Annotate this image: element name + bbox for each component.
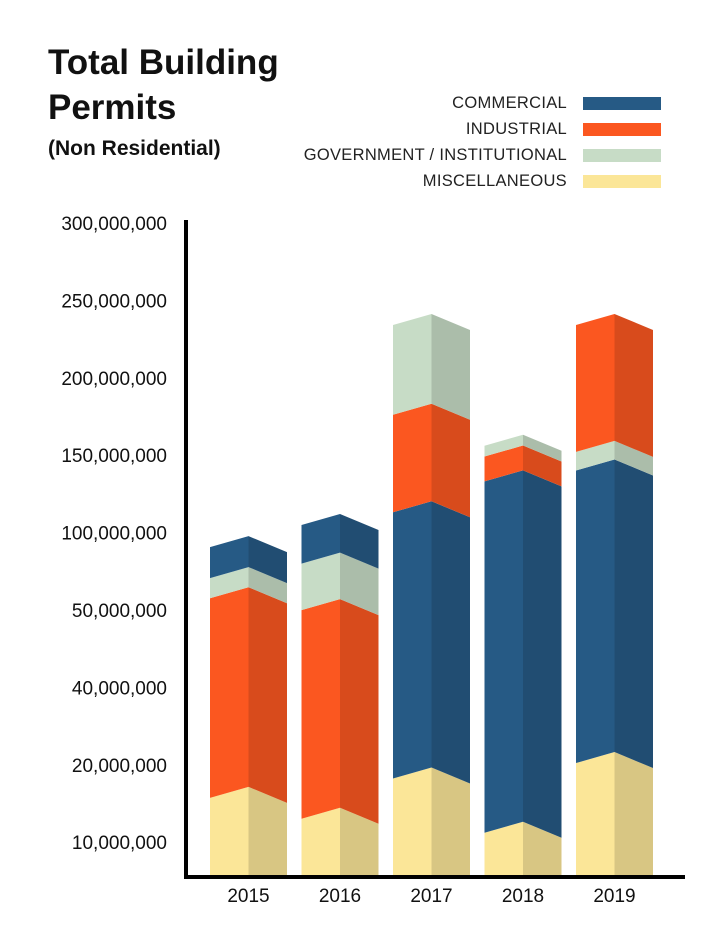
bar-segment-2018-miscellaneous-left: [484, 821, 523, 878]
legend-swatch: [583, 122, 661, 136]
x-tick-label-2019: 2019: [593, 886, 635, 907]
y-tick-label: 40,000,000: [72, 678, 167, 699]
legend-item-commercial: COMMERCIAL: [304, 90, 661, 116]
bar-segment-2016-miscellaneous-right: [340, 807, 379, 878]
legend-swatch: [583, 148, 661, 162]
bar-segment-2015-government-institutional-left: [210, 567, 249, 599]
bar-segment-2017-industrial-left: [393, 403, 432, 513]
y-tick-label: 10,000,000: [72, 833, 167, 854]
bar-segment-2017-commercial-right: [431, 501, 470, 784]
chart-subtitle: (Non Residential): [48, 137, 221, 160]
bar-segment-2018-commercial-right: [523, 470, 562, 838]
bar-segment-2019-industrial-left: [576, 313, 615, 452]
bar-segment-2017-commercial-left: [393, 501, 432, 779]
bar-segment-2019-industrial-right: [614, 313, 653, 457]
bar-segment-2015-industrial-left: [210, 587, 249, 798]
y-tick-label: 250,000,000: [61, 291, 167, 312]
bars-group: [210, 313, 653, 878]
y-tick-label: 300,000,000: [61, 214, 167, 235]
bar-segment-2017-industrial-right: [431, 403, 470, 518]
x-axis-ticks: 2015 2016 2017 2018 2019: [227, 886, 635, 907]
bar-segment-2019-government-institutional-left: [576, 440, 615, 471]
bar-segment-2018-miscellaneous-right: [523, 821, 562, 878]
y-tick-label: 150,000,000: [61, 446, 167, 467]
bar-segment-2016-industrial-left: [301, 599, 340, 819]
bar-segment-2019-government-institutional-right: [614, 440, 653, 476]
bar-segment-2019-miscellaneous-right: [614, 752, 653, 878]
y-tick-label: 100,000,000: [61, 524, 167, 545]
x-tick-label-2015: 2015: [227, 886, 269, 907]
bar-segment-2018-industrial-right: [523, 445, 562, 487]
legend-swatch: [583, 96, 661, 110]
legend-swatch: [583, 174, 661, 188]
bar-segment-2015-commercial-left: [210, 536, 249, 579]
legend-item-miscellaneous: MISCELLANEOUS: [304, 168, 661, 194]
legend-label: GOVERNMENT / INSTITUTIONAL: [303, 145, 567, 164]
bar-segment-2015-government-institutional-right: [248, 567, 287, 604]
y-tick-label: 50,000,000: [72, 601, 167, 622]
bar-segment-2016-miscellaneous-left: [301, 807, 340, 878]
bar-segment-2017-government-institutional-right: [431, 313, 470, 420]
legend-label: INDUSTRIAL: [465, 119, 567, 138]
y-tick-label: 200,000,000: [61, 369, 167, 390]
bar-segment-2015-industrial-right: [248, 587, 287, 803]
bar-segment-2015-commercial-right: [248, 536, 287, 584]
x-tick-label-2016: 2016: [319, 886, 361, 907]
bar-segment-2016-industrial-right: [340, 599, 379, 824]
legend-label: MISCELLANEOUS: [422, 171, 567, 190]
y-tick-label: 20,000,000: [72, 756, 167, 777]
x-tick-label-2018: 2018: [502, 886, 544, 907]
bar-segment-2017-miscellaneous-right: [431, 767, 470, 878]
legend-item-government-institutional: GOVERNMENT / INSTITUTIONAL: [304, 142, 661, 168]
bar-segment-2015-miscellaneous-right: [248, 786, 287, 878]
legend-item-industrial: INDUSTRIAL: [304, 116, 661, 142]
bar-segment-2017-government-institutional-left: [393, 313, 432, 415]
bar-segment-2018-commercial-left: [484, 470, 523, 833]
legend-label: COMMERCIAL: [452, 93, 567, 112]
bar-segment-2016-government-institutional-left: [301, 552, 340, 611]
bar-segment-2018-industrial-left: [484, 445, 523, 482]
bar-segment-2016-commercial-left: [301, 513, 340, 564]
bar-segment-2019-commercial-right: [614, 459, 653, 769]
bar-segment-2018-government-institutional-left: [484, 434, 523, 457]
bar-segment-2018-government-institutional-right: [523, 434, 562, 462]
x-tick-label-2017: 2017: [410, 886, 452, 907]
bar-segment-2015-miscellaneous-left: [210, 786, 249, 878]
bar-segment-2016-government-institutional-right: [340, 552, 379, 616]
chart-title: Total Building Permits: [48, 43, 279, 127]
bar-segment-2019-commercial-left: [576, 459, 615, 764]
bar-segment-2019-miscellaneous-left: [576, 752, 615, 878]
bar-segment-2017-miscellaneous-left: [393, 767, 432, 878]
legend: COMMERCIAL INDUSTRIAL GOVERNMENT / INSTITU…: [304, 90, 661, 194]
y-axis-ticks: 10,000,000 20,000,000 40,000,000 50,000,000…: [61, 214, 167, 854]
bar-segment-2016-commercial-right: [340, 513, 379, 569]
